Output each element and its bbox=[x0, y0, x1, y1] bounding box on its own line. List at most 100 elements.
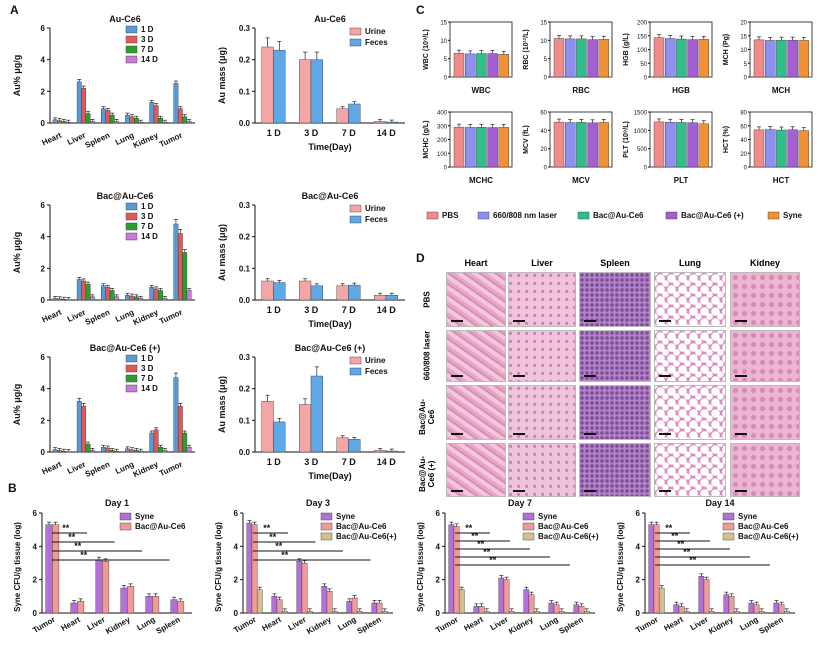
panel-label-b: B bbox=[8, 481, 17, 495]
a-exc-xtick-1: 3 D bbox=[304, 128, 319, 138]
b-3-ytick-label: 4 bbox=[636, 542, 641, 551]
c-ylabel-6: PLT (10⁹/L) bbox=[623, 121, 630, 158]
d-image-lung-3 bbox=[654, 443, 726, 497]
a-exc-bar bbox=[273, 421, 286, 453]
a-bio-bar bbox=[158, 447, 163, 453]
c-bar bbox=[498, 54, 509, 78]
a-exc-0-ytick-label: 0.2 bbox=[239, 56, 251, 65]
a-bio-bar bbox=[76, 401, 82, 453]
a-bio-xtick-4: Kidney bbox=[132, 307, 160, 327]
c-bar bbox=[553, 121, 565, 168]
a-exc-bar bbox=[310, 285, 323, 301]
c-bar bbox=[698, 123, 709, 168]
a-exc-bar bbox=[374, 450, 387, 453]
b-bar bbox=[256, 589, 263, 614]
b-2-ytick-label: 2 bbox=[436, 576, 441, 585]
a-bio-legend-1-0-text: 1 D bbox=[141, 202, 154, 211]
b-bar bbox=[478, 606, 485, 614]
b-bar bbox=[381, 611, 388, 614]
a-bio-0-ytick-label: 6 bbox=[41, 24, 46, 33]
b-legend-2-1-text: Bac@Au-Ce6 bbox=[538, 522, 589, 531]
b-bar bbox=[658, 587, 665, 614]
b-bar bbox=[653, 524, 660, 614]
b-bar bbox=[371, 602, 378, 614]
a-bio-bar bbox=[85, 113, 91, 124]
a-bio-legend-1-2-swatch bbox=[125, 222, 138, 231]
scale-bar bbox=[735, 320, 747, 322]
a-exc-bar bbox=[348, 103, 361, 124]
b-xtick-1: Heart bbox=[663, 615, 686, 633]
a-exc-legend-0-0-text: Urine bbox=[365, 27, 386, 36]
b-bar bbox=[678, 606, 685, 614]
c-bar bbox=[565, 122, 576, 168]
d-image-kidney-3 bbox=[730, 443, 800, 497]
c-ytick-label: 0 bbox=[744, 166, 748, 172]
c-ytick-label: 0 bbox=[644, 76, 648, 82]
b-bar bbox=[251, 524, 258, 614]
b-xtick-4: Lung bbox=[135, 615, 157, 633]
b-legend-1-1-swatch bbox=[320, 522, 333, 531]
b-xtick-3: Kidney bbox=[305, 615, 333, 636]
b-sig-2-4: ** bbox=[489, 555, 497, 565]
a-bio-bar bbox=[186, 447, 192, 453]
a-exc-legend-2-0-swatch bbox=[349, 356, 362, 365]
a-bio-bar bbox=[76, 81, 82, 124]
a-bio-bar bbox=[101, 108, 106, 124]
a-bio-0-ytick-label: 0 bbox=[41, 119, 46, 128]
a-bio-bar bbox=[158, 290, 163, 301]
c-label-4: MCHC bbox=[469, 176, 493, 185]
d-image-heart-1 bbox=[446, 330, 506, 382]
c-ytick-label: 5 bbox=[444, 57, 448, 63]
c-ytick-label: 0 bbox=[544, 166, 548, 172]
a-exc-xtick-1: 3 D bbox=[304, 305, 319, 315]
a-bio-xtick-2: Spleen bbox=[84, 460, 112, 479]
d-image-liver-2 bbox=[508, 385, 576, 440]
c-ytick-label: 10 bbox=[440, 39, 447, 45]
a-bio-legend-2-3-swatch bbox=[125, 384, 138, 393]
c-bar bbox=[587, 122, 598, 168]
c-ylabel-3: MCH (Pg) bbox=[723, 34, 730, 66]
c-label-6: PLT bbox=[674, 176, 689, 185]
a-exc-bar bbox=[374, 295, 387, 301]
b-bar bbox=[271, 596, 278, 614]
a-bio-bar bbox=[138, 298, 144, 301]
a-bio-title-1: Bac@Au-Ce6 bbox=[97, 191, 154, 201]
b-0-ytick-label: 6 bbox=[33, 509, 38, 518]
a-exc-xtick-2: 7 D bbox=[342, 128, 357, 138]
b-sig-0-1: ** bbox=[68, 532, 76, 542]
a-exc-title-2: Bac@Au-Ce6 (+) bbox=[295, 343, 366, 353]
a-bio-legend-0-2-swatch bbox=[125, 45, 138, 54]
b-xtick-4: Lung bbox=[538, 615, 560, 633]
a-bio-bar bbox=[173, 223, 179, 301]
d-image-kidney-2 bbox=[730, 385, 800, 440]
b-ylabel-2: Syne CFU/g tissue (log) bbox=[416, 522, 425, 612]
d-image-spleen-0 bbox=[579, 272, 651, 327]
c-ylabel-7: HCT (%) bbox=[723, 126, 730, 153]
b-bar bbox=[553, 604, 560, 614]
d-image-liver-3 bbox=[508, 443, 576, 497]
a-exc-title-0: Au-Ce6 bbox=[314, 14, 346, 24]
a-bio-ylabel-2: Au% μg/g bbox=[12, 384, 22, 426]
c-ytick-label: 100 bbox=[437, 152, 448, 158]
b-1-ytick-label: 4 bbox=[234, 542, 239, 551]
a-bio-xtick-4: Kidney bbox=[132, 130, 160, 150]
b-legend-0-1-swatch bbox=[119, 522, 132, 531]
c-bar bbox=[487, 127, 498, 168]
c-bar bbox=[698, 39, 709, 78]
b-legend-0-0-text: Syne bbox=[135, 512, 155, 521]
b-xtick-1: Heart bbox=[261, 615, 284, 633]
b-bar bbox=[102, 561, 110, 614]
b-bar bbox=[558, 611, 565, 614]
a-bio-bar bbox=[153, 429, 159, 453]
b-bar bbox=[583, 611, 590, 614]
c-ytick-label: 100 bbox=[637, 48, 648, 54]
a-bio-xtick-0: Heart bbox=[41, 131, 64, 148]
scale-bar bbox=[659, 375, 671, 377]
a-exc-legend-1-1-text: Feces bbox=[365, 215, 388, 224]
b-legend-1-0-text: Syne bbox=[336, 512, 356, 521]
b-bar bbox=[281, 611, 288, 614]
c-bar bbox=[453, 52, 465, 78]
b-bar bbox=[733, 611, 740, 614]
a-exc-legend-2-1-text: Feces bbox=[365, 367, 388, 376]
a-bio-legend-1-1-swatch bbox=[125, 212, 138, 221]
